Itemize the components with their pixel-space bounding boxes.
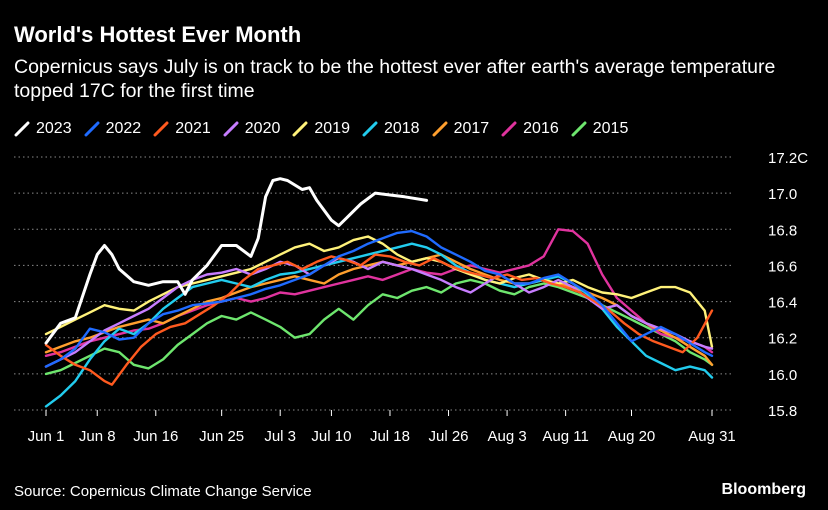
y-tick-label: 17.0 xyxy=(768,186,797,203)
legend-label: 2020 xyxy=(244,120,281,137)
y-tick-label: 16.0 xyxy=(768,367,797,384)
x-tick-label: Jul 18 xyxy=(370,428,410,445)
series-line-2018 xyxy=(44,242,714,408)
x-tick-label: Jun 16 xyxy=(133,428,178,445)
series-line-2023 xyxy=(44,177,429,345)
legend-swatch xyxy=(84,121,100,137)
legend-item-2022: 2022 xyxy=(84,120,142,138)
source-note: Source: Copernicus Climate Change Servic… xyxy=(14,483,312,500)
legend-item-2018: 2018 xyxy=(362,120,420,138)
legend-swatch-line xyxy=(501,121,517,137)
legend-swatch xyxy=(223,121,239,137)
y-tick-label: 16.8 xyxy=(768,222,797,239)
chart-title: World's Hottest Ever Month xyxy=(14,22,302,47)
legend-swatch-line xyxy=(432,121,448,137)
y-tick-label: 17.2C xyxy=(768,150,808,167)
legend-swatch-line xyxy=(153,121,169,137)
legend-item-2015: 2015 xyxy=(571,120,629,138)
legend-swatch-line xyxy=(84,121,100,137)
x-tick-label: Jul 3 xyxy=(264,428,296,445)
line-chart: 15.8 16.0 16.2 16.4 16.6 16.8 17.0 17.2C Jun 1 Ju… xyxy=(14,150,808,445)
legend-swatch-line xyxy=(14,121,30,137)
legend-item-2023: 2023 xyxy=(14,120,72,138)
y-tick-label: 16.4 xyxy=(768,295,797,312)
x-tick-label: Jul 26 xyxy=(429,428,469,445)
chart-legend: 2023 2022 2021 2020 2019 2018 2017 2016 2015 xyxy=(14,120,628,138)
legend-item-2021: 2021 xyxy=(153,120,211,138)
legend-label: 2018 xyxy=(383,120,420,137)
series-line-2016 xyxy=(44,228,714,357)
legend-label: 2015 xyxy=(592,120,629,137)
y-tick-label: 16.6 xyxy=(768,258,797,275)
legend-swatch xyxy=(432,121,448,137)
x-tick-label: Jun 8 xyxy=(79,428,116,445)
legend-swatch xyxy=(14,121,30,137)
x-tick-label: Aug 3 xyxy=(487,428,526,445)
legend-item-2016: 2016 xyxy=(501,120,559,138)
legend-item-2017: 2017 xyxy=(432,120,490,138)
series-line-2019 xyxy=(44,235,714,348)
legend-swatch-line xyxy=(362,121,378,137)
legend-item-2019: 2019 xyxy=(292,120,350,138)
legend-swatch xyxy=(292,121,308,137)
series-line-2022 xyxy=(44,229,714,368)
legend-label: 2022 xyxy=(105,120,142,137)
y-tick-label: 15.8 xyxy=(768,403,797,420)
legend-swatch-line xyxy=(292,121,308,137)
x-tick-label: Jun 1 xyxy=(28,428,65,445)
legend-swatch xyxy=(362,121,378,137)
chart-subtitle: Copernicus says July is on track to be t… xyxy=(14,56,776,102)
y-tick-label: 16.2 xyxy=(768,331,797,348)
legend-label: 2021 xyxy=(175,120,211,137)
legend-item-2020: 2020 xyxy=(223,120,281,138)
brand-logo: Bloomberg xyxy=(721,481,806,498)
x-tick-label: Aug 20 xyxy=(608,428,656,445)
legend-swatch xyxy=(501,121,517,137)
legend-label: 2016 xyxy=(523,120,559,137)
series-line-2020 xyxy=(44,257,714,368)
x-tick-label: Jul 10 xyxy=(311,428,351,445)
legend-label: 2017 xyxy=(453,120,490,137)
legend-label: 2023 xyxy=(36,120,72,137)
x-tick-label: Aug 11 xyxy=(542,428,588,445)
legend-swatch xyxy=(153,121,169,137)
legend-swatch-line xyxy=(571,121,587,137)
legend-label: 2019 xyxy=(314,120,350,137)
x-tick-label: Aug 31 xyxy=(688,428,736,445)
legend-swatch-line xyxy=(223,121,239,137)
x-tick-label: Jun 25 xyxy=(199,428,244,445)
legend-swatch xyxy=(571,121,587,137)
